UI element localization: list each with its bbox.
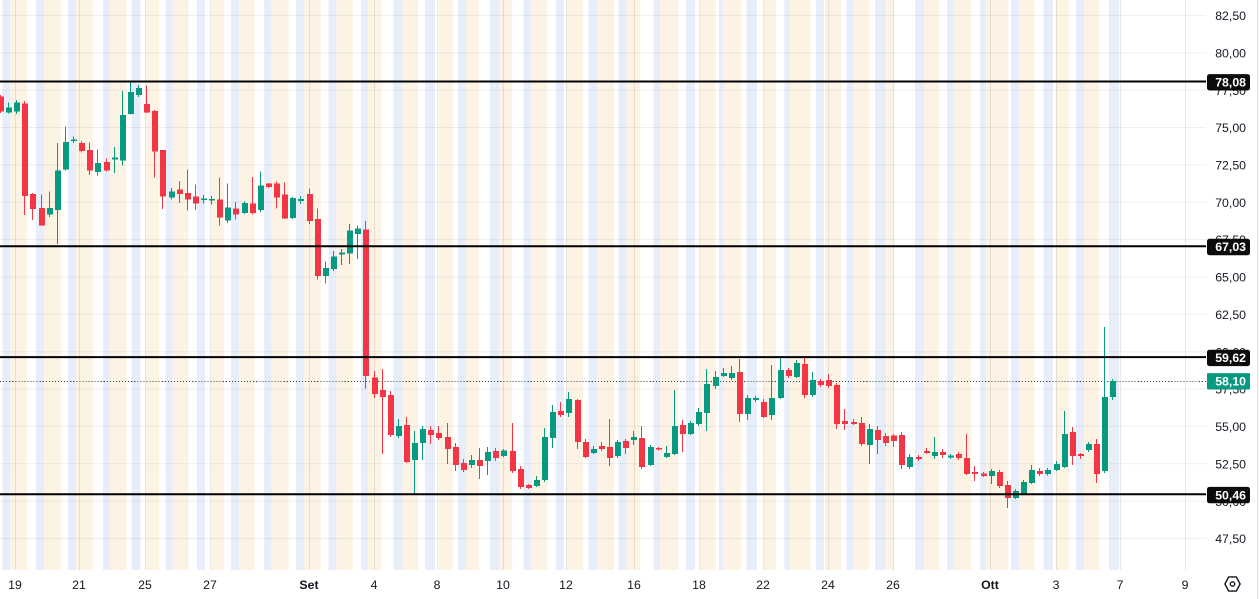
svg-text:72,50: 72,50 <box>1215 159 1246 173</box>
svg-text:9: 9 <box>1182 578 1189 592</box>
svg-text:82,50: 82,50 <box>1215 9 1246 23</box>
svg-text:25: 25 <box>138 578 152 592</box>
svg-text:21: 21 <box>72 578 86 592</box>
svg-text:78,08: 78,08 <box>1215 76 1246 90</box>
svg-text:65,00: 65,00 <box>1215 271 1246 285</box>
svg-text:4: 4 <box>371 578 378 592</box>
svg-text:16: 16 <box>627 578 641 592</box>
svg-text:19: 19 <box>8 578 22 592</box>
svg-text:26: 26 <box>886 578 900 592</box>
svg-text:18: 18 <box>692 578 706 592</box>
svg-text:24: 24 <box>821 578 835 592</box>
svg-text:52,50: 52,50 <box>1215 457 1246 471</box>
svg-text:3: 3 <box>1053 578 1060 592</box>
svg-text:47,50: 47,50 <box>1215 532 1246 546</box>
svg-text:55,00: 55,00 <box>1215 420 1246 434</box>
svg-text:70,00: 70,00 <box>1215 196 1246 210</box>
svg-text:67,03: 67,03 <box>1215 240 1246 254</box>
svg-text:27: 27 <box>203 578 217 592</box>
svg-text:80,00: 80,00 <box>1215 46 1246 60</box>
svg-text:8: 8 <box>434 578 441 592</box>
svg-text:7: 7 <box>1117 578 1124 592</box>
svg-text:62,50: 62,50 <box>1215 308 1246 322</box>
svg-text:59,62: 59,62 <box>1215 351 1246 365</box>
svg-text:75,00: 75,00 <box>1215 121 1246 135</box>
svg-text:10: 10 <box>496 578 510 592</box>
svg-text:50,46: 50,46 <box>1215 488 1246 502</box>
svg-text:22: 22 <box>756 578 770 592</box>
svg-text:Ott: Ott <box>981 578 999 592</box>
svg-text:58,10: 58,10 <box>1215 375 1246 389</box>
svg-text:12: 12 <box>559 578 573 592</box>
svg-text:Set: Set <box>299 578 318 592</box>
